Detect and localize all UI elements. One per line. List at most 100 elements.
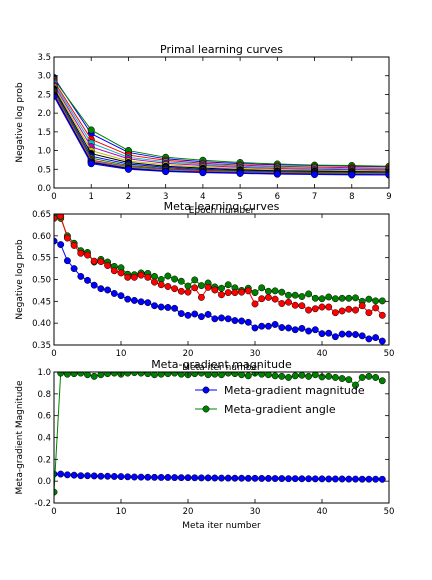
data-point: [259, 285, 265, 291]
x-tick-label: 20: [183, 507, 194, 517]
data-point: [78, 273, 84, 279]
data-point: [245, 475, 251, 481]
data-point: [88, 127, 95, 134]
data-point: [326, 476, 332, 482]
data-point: [339, 295, 345, 301]
data-point: [64, 235, 70, 241]
y-tick-label: 1.5: [37, 128, 51, 138]
y-axis-label: Negative log prob: [15, 239, 25, 320]
data-point: [91, 282, 97, 288]
data-point: [372, 476, 378, 482]
data-point: [205, 475, 211, 481]
data-point: [225, 475, 231, 481]
data-point: [111, 268, 117, 274]
data-point: [205, 311, 211, 317]
series-line: [54, 79, 389, 166]
data-point: [285, 292, 291, 298]
y-axis-label: Negative log prob: [15, 82, 25, 163]
y-tick-label: 1.0: [37, 147, 51, 157]
data-point: [198, 282, 204, 288]
data-point: [346, 376, 352, 382]
y-tick-label: 0.4: [37, 434, 51, 444]
data-point: [265, 475, 271, 481]
x-tick-label: 0: [51, 507, 56, 517]
data-point: [252, 301, 258, 307]
data-point: [366, 336, 372, 342]
series-line: [54, 91, 389, 173]
data-point: [200, 169, 207, 176]
data-point: [379, 378, 385, 384]
data-point: [145, 299, 151, 305]
data-point: [118, 292, 124, 298]
data-point: [78, 473, 84, 479]
data-point: [192, 285, 198, 291]
data-point: [252, 475, 258, 481]
data-point: [352, 331, 358, 337]
y-tick-label: 2.5: [37, 90, 51, 100]
data-point: [145, 370, 151, 376]
y-tick-label: 0.40: [32, 319, 51, 329]
chart-meta-gradient-magnitude: 0 10 20 30 40 50 -0.2 0.0 0.2 0.4 0.6 0.8 1.0 Meta-gr…: [15, 358, 394, 531]
data-point: [64, 258, 70, 264]
data-point: [151, 474, 157, 480]
data-point: [272, 288, 278, 294]
data-point: [238, 318, 244, 324]
data-point: [171, 276, 177, 282]
data-point: [292, 373, 298, 379]
data-point: [372, 305, 378, 311]
data-point: [88, 160, 95, 167]
y-tick-label: 0.5: [37, 165, 51, 175]
data-point: [352, 307, 358, 313]
data-point: [332, 476, 338, 482]
data-point: [348, 172, 355, 179]
data-point: [165, 283, 171, 289]
data-point: [245, 373, 251, 379]
data-point: [279, 324, 285, 330]
data-point: [332, 296, 338, 302]
series-line: [54, 85, 389, 170]
data-point: [339, 308, 345, 314]
data-point: [218, 315, 224, 321]
data-point: [274, 171, 281, 178]
data-point: [165, 273, 171, 279]
data-point: [125, 370, 131, 376]
data-point: [158, 474, 164, 480]
x-tick-label: 10: [116, 507, 127, 517]
data-point: [259, 296, 265, 302]
data-point: [198, 313, 204, 319]
data-point: [171, 285, 177, 291]
data-point: [232, 289, 238, 295]
x-tick-label: 50: [384, 507, 395, 517]
y-tick-label: 1.0: [37, 368, 51, 378]
data-point: [359, 303, 365, 309]
x-tick-label: 2: [126, 192, 131, 202]
y-tick-label: 0.0: [37, 477, 51, 487]
y-tick-label: 0.60: [32, 232, 51, 242]
x-tick-label: 10: [116, 349, 127, 359]
data-point: [272, 321, 278, 327]
data-point: [131, 369, 137, 375]
x-tick-label: 40: [317, 349, 328, 359]
data-point: [192, 277, 198, 283]
data-point: [326, 304, 332, 310]
data-point: [292, 292, 298, 298]
data-point: [305, 307, 311, 313]
data-point: [125, 274, 131, 280]
data-point: [245, 319, 251, 325]
data-point: [305, 291, 311, 297]
data-point: [104, 287, 110, 293]
data-point: [326, 294, 332, 300]
data-point: [98, 473, 104, 479]
y-tick-label: 0.50: [32, 276, 51, 286]
data-point: [84, 277, 90, 283]
y-tick-label: 3.0: [37, 72, 51, 82]
data-point: [198, 294, 204, 300]
data-point: [366, 476, 372, 482]
data-point: [91, 258, 97, 264]
data-point: [111, 290, 117, 296]
data-point: [118, 473, 124, 479]
y-tick-label: 2.0: [37, 109, 51, 119]
series-group: [51, 211, 386, 344]
axes-frame: [54, 214, 389, 345]
